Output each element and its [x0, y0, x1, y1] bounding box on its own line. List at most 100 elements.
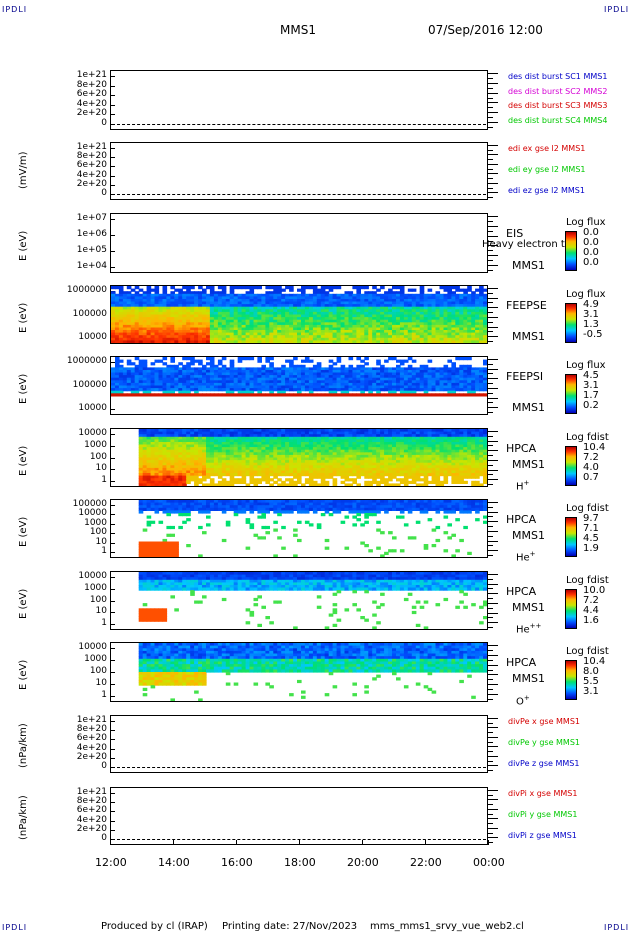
- spectrogram-cell: [427, 429, 433, 433]
- spectrogram-cell: [459, 431, 464, 435]
- spectrogram-cell: [427, 470, 433, 474]
- spectrogram-cell: [178, 480, 183, 484]
- spectrogram-cell: [138, 388, 144, 392]
- spectrogram-cell: [170, 436, 175, 440]
- spectrogram-cell: [304, 324, 310, 329]
- spectrogram-cell: [190, 382, 195, 387]
- spectrogram-cell: [206, 324, 211, 329]
- spectrogram-cell: [115, 393, 120, 397]
- spectrogram-cell: [348, 299, 354, 303]
- spectrogram-cell: [273, 442, 278, 446]
- spectrogram-cell: [479, 327, 484, 331]
- spectrogram-cell: [281, 436, 286, 440]
- spectrogram-cell: [308, 372, 314, 376]
- spectrogram-cell: [411, 330, 417, 334]
- spectrogram-cell: [423, 447, 429, 451]
- spectrogram-cell: [403, 434, 409, 438]
- spectrogram-cell: [451, 311, 456, 316]
- spectrogram-cell: [241, 470, 247, 474]
- spectrogram-cell: [360, 324, 365, 329]
- spectrogram-cell: [348, 377, 354, 381]
- spectrogram-cell: [146, 304, 152, 308]
- spectrogram-cell: [372, 324, 377, 329]
- spectrogram-cell: [174, 335, 179, 339]
- spectrogram-cell: [221, 380, 227, 384]
- spectrogram-cell: [483, 301, 487, 305]
- spectrogram-cell: [241, 311, 247, 316]
- spectrogram-cell: [407, 335, 413, 339]
- spectrogram-cell: [396, 317, 401, 321]
- spectrogram-cell: [186, 447, 191, 451]
- spectrogram-cell: [265, 324, 270, 329]
- spectrogram-cell: [427, 301, 433, 305]
- spectrogram-cell: [423, 478, 429, 482]
- spectrogram-cell: [115, 364, 120, 368]
- spectrogram-cell: [217, 480, 223, 484]
- spectrogram-cell: [142, 337, 148, 341]
- spectrogram-cell: [368, 470, 373, 474]
- spectrogram-cell: [206, 309, 211, 313]
- spectrogram-cell: [392, 370, 397, 374]
- spectrogram-cell: [237, 444, 243, 448]
- spectrogram-cell: [293, 449, 298, 453]
- spectrogram-cell: [427, 335, 433, 339]
- spectrogram-cell: [483, 388, 487, 392]
- spectrogram-cell: [178, 332, 183, 336]
- spectrogram-cell: [233, 457, 239, 461]
- spectrogram-cell: [451, 475, 456, 479]
- spectrogram-cell: [443, 480, 449, 484]
- spectrogram-cell: [427, 439, 433, 443]
- spectrogram-cell: [257, 330, 262, 334]
- spectrogram-cell: [265, 335, 270, 339]
- spectrogram-cell: [352, 447, 357, 451]
- spectrogram-cell: [344, 467, 350, 472]
- spectrogram-cell: [396, 439, 401, 443]
- spectrogram-cell: [463, 291, 468, 295]
- spectrogram-cell: [320, 460, 326, 464]
- spectrogram-cell: [467, 385, 472, 389]
- spectrogram-cell: [403, 306, 409, 310]
- spectrogram-cell: [241, 286, 247, 290]
- spectrogram-cell: [182, 380, 187, 384]
- spectrogram-cell: [403, 367, 409, 371]
- spectrogram-cell: [190, 385, 195, 389]
- spectrogram-cell: [265, 319, 270, 323]
- spectrogram-cell: [479, 306, 484, 310]
- spectrogram-cell: [328, 390, 334, 394]
- spectrogram-cell: [174, 317, 179, 321]
- spectrogram-cell: [439, 460, 445, 464]
- spectrogram-cell: [419, 377, 425, 381]
- spectrogram-cell: [316, 449, 322, 453]
- spectrogram-cell: [273, 306, 278, 310]
- spectrogram-cell: [209, 465, 215, 469]
- spectrogram-cell: [439, 467, 445, 472]
- spectrogram-cell: [130, 288, 136, 292]
- spectrogram-cell: [475, 324, 480, 329]
- spectrogram-cell: [352, 372, 357, 376]
- spectrogram-cell: [483, 288, 487, 292]
- spectrogram-cell: [336, 296, 342, 300]
- spectrogram-cell: [198, 429, 203, 433]
- spectrogram-cell: [316, 439, 322, 443]
- spectrogram-cell: [174, 393, 179, 397]
- spectrogram-cell: [380, 319, 385, 323]
- panel-p1-legend-entry: des dist burst SC1 MMS1: [508, 72, 608, 81]
- spectrogram-cell: [411, 322, 417, 326]
- spectrogram-cell: [403, 299, 409, 303]
- spectrogram-cell: [368, 382, 373, 387]
- spectrogram-cell: [415, 444, 421, 448]
- spectrogram-cell: [213, 324, 219, 329]
- spectrogram-cell: [304, 335, 310, 339]
- spectrogram-cell: [174, 467, 179, 472]
- spectrogram-cell: [467, 306, 472, 310]
- spectrogram-cell: [154, 335, 160, 339]
- spectrogram-cell: [138, 473, 144, 477]
- spectrogram-cell: [304, 372, 310, 376]
- spectrogram-cell: [384, 306, 389, 310]
- spectrogram-cell: [316, 317, 322, 321]
- spectrogram-cell: [443, 382, 449, 387]
- spectrogram-cell: [111, 367, 116, 371]
- spectrogram-cell: [423, 327, 429, 331]
- spectrogram-cell: [221, 470, 227, 474]
- spectrogram-cell: [352, 332, 357, 336]
